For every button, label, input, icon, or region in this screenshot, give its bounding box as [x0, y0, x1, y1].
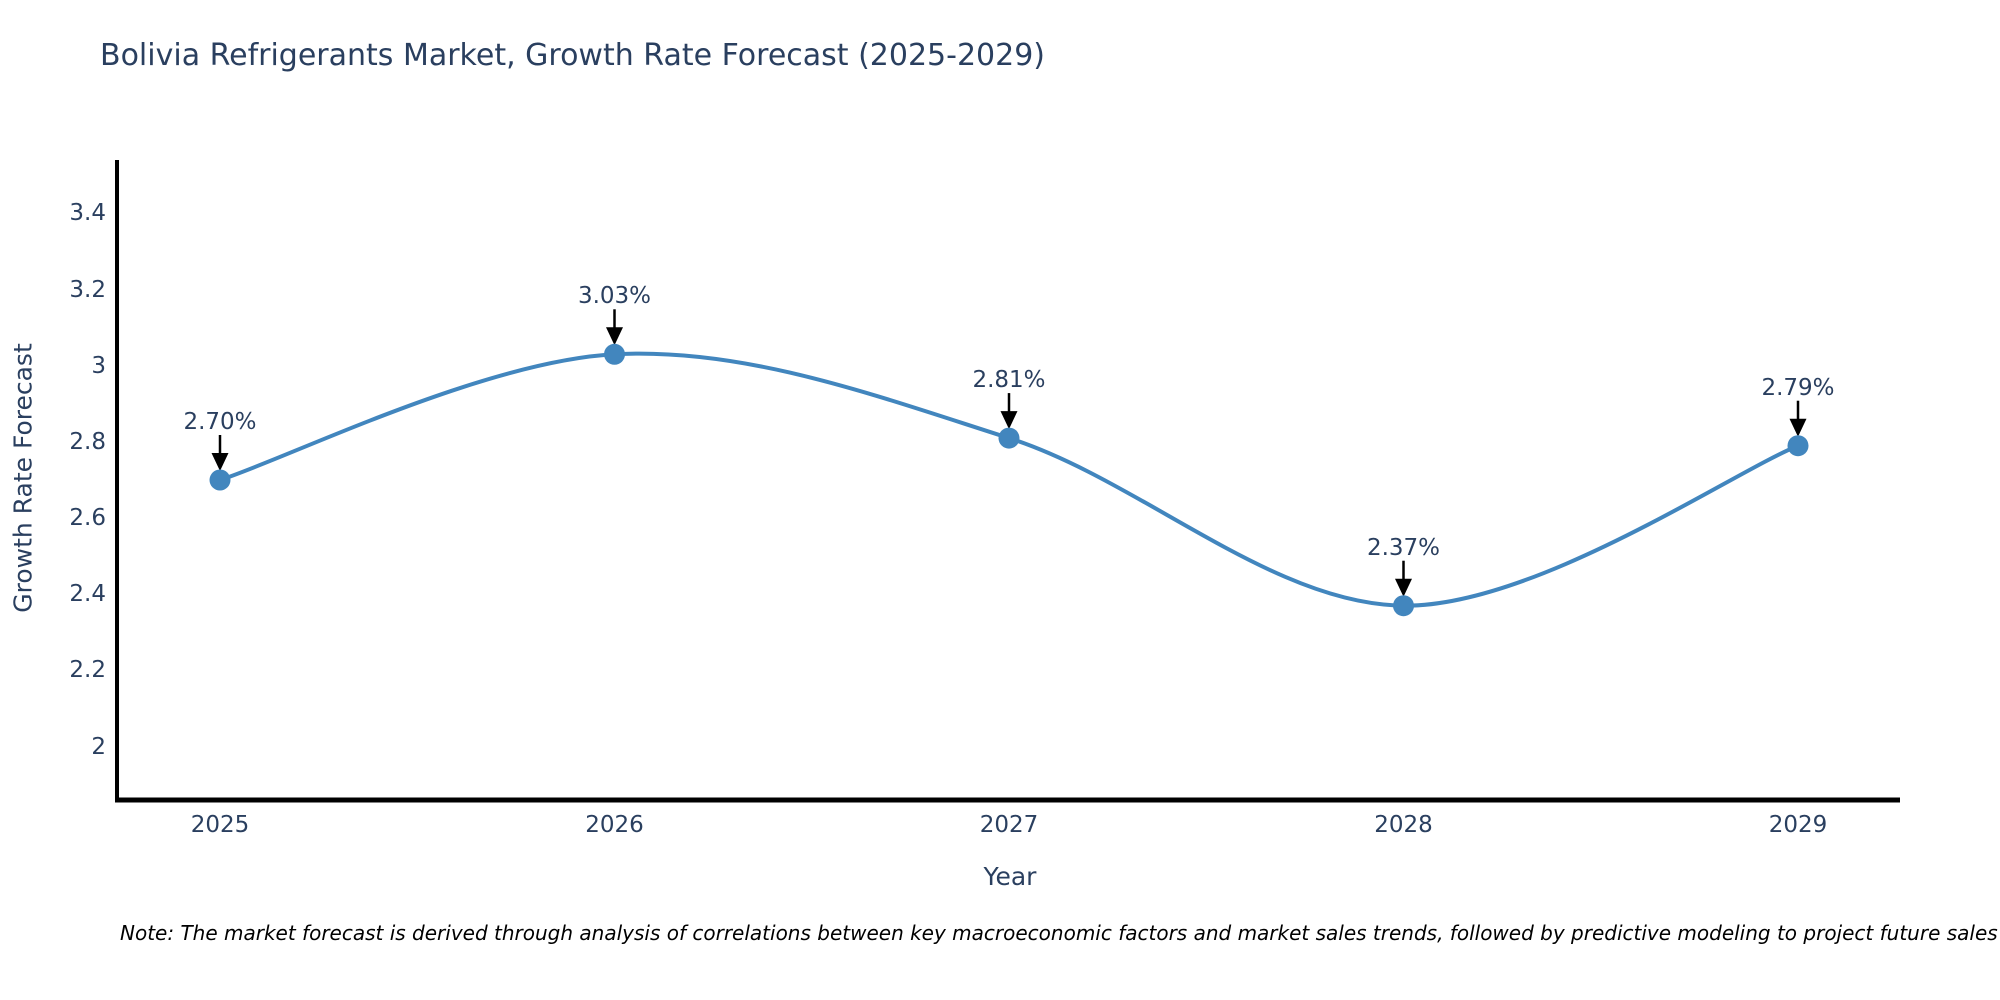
y-tick-label: 3.2: [69, 276, 106, 303]
annotation-arrowhead: [606, 327, 623, 346]
x-tick-label: 2026: [585, 812, 644, 838]
y-tick-label: 3.4: [69, 200, 106, 227]
chart-title: Bolivia Refrigerants Market, Growth Rate…: [100, 38, 1046, 73]
point-value-label: 2.37%: [1366, 534, 1441, 561]
x-axis-title: Year: [983, 862, 1037, 891]
x-tick-label: 2025: [190, 812, 250, 838]
data-point-marker: [604, 343, 625, 365]
footnote: Note: The market forecast is derived thr…: [120, 921, 1998, 945]
y-tick-label: 2.4: [69, 581, 106, 608]
point-value-label: 2.70%: [183, 409, 257, 435]
x-tick-label: 2027: [979, 812, 1039, 838]
point-value-label: 2.79%: [1761, 374, 1835, 401]
annotation-arrowhead: [1000, 411, 1018, 430]
y-tick-label: 3: [91, 352, 106, 379]
point-value-label: 3.03%: [577, 283, 652, 310]
data-point-marker: [209, 469, 231, 491]
x-tick-label: 2028: [1374, 812, 1433, 838]
annotation-arrowhead: [211, 453, 229, 471]
y-tick-label: 2.6: [69, 505, 106, 532]
annotation-arrowhead: [1395, 578, 1412, 597]
y-tick-label: 2: [91, 733, 106, 760]
y-tick-label: 2.2: [69, 657, 106, 684]
data-point-marker: [998, 427, 1020, 449]
annotation-arrowhead: [1789, 418, 1807, 437]
y-tick-label: 2.8: [69, 428, 106, 455]
data-point-marker: [1787, 435, 1809, 457]
point-value-label: 2.81%: [972, 367, 1046, 394]
data-point-marker: [1393, 595, 1414, 617]
x-tick-label: 2029: [1768, 812, 1828, 838]
